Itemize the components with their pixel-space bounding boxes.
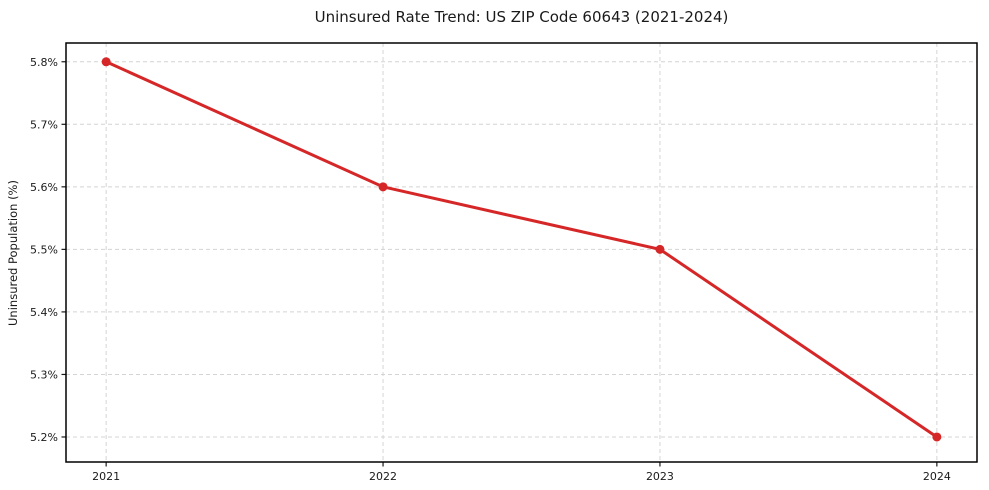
- y-tick-label: 5.3%: [30, 368, 58, 381]
- data-point-marker: [655, 244, 665, 254]
- y-tick-label: 5.2%: [30, 431, 58, 444]
- y-tick-label: 5.7%: [30, 118, 58, 131]
- plot-border: [65, 42, 978, 463]
- data-point-marker: [378, 182, 388, 192]
- y-tick-label: 5.4%: [30, 306, 58, 319]
- x-tick-label: 2022: [369, 470, 397, 483]
- data-point-marker: [932, 432, 942, 442]
- trend-line: [104, 60, 939, 439]
- x-tick-label: 2023: [646, 470, 674, 483]
- y-tick-label: 5.5%: [30, 243, 58, 256]
- y-tick-label: 5.6%: [30, 181, 58, 194]
- x-tick-label: 2021: [92, 470, 120, 483]
- y-tick-label: 5.8%: [30, 56, 58, 69]
- x-tick-label: 2024: [923, 470, 951, 483]
- data-point-marker: [101, 57, 111, 67]
- chart-title: Uninsured Rate Trend: US ZIP Code 60643 …: [314, 8, 729, 26]
